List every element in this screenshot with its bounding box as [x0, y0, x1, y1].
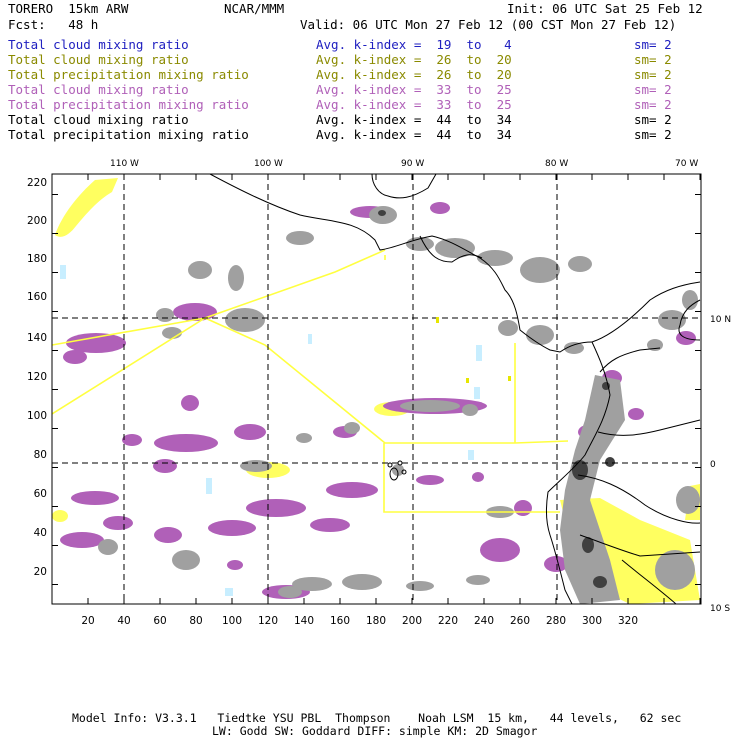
legend-row: Total cloud mixing ratio Avg. k-index = … [8, 112, 733, 127]
x-tick-label: 280 [546, 615, 566, 627]
legend-field: Total precipitation mixing ratio [8, 67, 249, 82]
y-tick-label: 60 [34, 488, 47, 500]
legend-field: Total precipitation mixing ratio [8, 97, 249, 112]
init-time: Init: 06 UTC Sat 25 Feb 12 [507, 1, 703, 16]
y-tick-label: 20 [34, 566, 47, 578]
legend-sm: sm= 2 [634, 112, 672, 127]
legend-index: Avg. k-index = 44 to 34 [316, 112, 512, 127]
model-info-line1: Model Info: V3.3.1 Tiedtke YSU PBL Thomp… [72, 711, 682, 725]
lon-label: 110 W [110, 159, 139, 169]
model-info-line2: LW: Godd SW: Goddard DIFF: simple KM: 2D… [212, 724, 538, 738]
y-tick-marks [52, 194, 701, 585]
y-tick-label: 80 [34, 449, 47, 461]
lon-label: 100 W [254, 159, 283, 169]
valid-time: Valid: 06 UTC Mon 27 Feb 12 (00 CST Mon … [300, 17, 677, 32]
x-tick-label: 220 [438, 615, 458, 627]
x-tick-label: 320 [618, 615, 638, 627]
y-tick-label: 120 [27, 371, 47, 383]
y-tick-labels: 220 200 180 160 140 120 100 80 60 40 20 [27, 177, 47, 578]
x-tick-label: 40 [117, 615, 130, 627]
x-tick-label: 100 [222, 615, 242, 627]
coastlines [209, 174, 701, 604]
x-tick-marks [51, 174, 701, 604]
graticule [52, 174, 701, 604]
legend-sm: sm= 2 [634, 97, 672, 112]
cloud-light-field [60, 265, 482, 596]
legend-row: Total precipitation mixing ratio Avg. k-… [8, 97, 733, 112]
lon-labels: 110 W 100 W 90 W 80 W 70 W [110, 159, 698, 169]
legend-sm: sm= 2 [634, 67, 672, 82]
legend-sm: sm= 2 [634, 127, 672, 142]
legend-row: Total cloud mixing ratio Avg. k-index = … [8, 52, 733, 67]
y-tick-label: 220 [27, 177, 47, 189]
lat-label: 10 S [710, 604, 730, 614]
x-tick-label: 160 [330, 615, 350, 627]
legend-field: Total cloud mixing ratio [8, 112, 189, 127]
x-tick-label: 260 [510, 615, 530, 627]
y-tick-label: 160 [27, 291, 47, 303]
x-tick-label: 240 [474, 615, 494, 627]
yellow-markers [436, 317, 511, 383]
legend-index: Avg. k-index = 33 to 25 [316, 82, 512, 97]
forecast-hour: Fcst: 48 h [8, 17, 99, 32]
map-fields [52, 174, 701, 604]
legend-sm: sm= 2 [634, 37, 672, 52]
nest-boxes [52, 249, 569, 513]
lon-label: 90 W [401, 159, 424, 169]
legend-row: Total precipitation mixing ratio Avg. k-… [8, 127, 733, 142]
legend-field: Total cloud mixing ratio [8, 82, 189, 97]
precip-purple-field [60, 202, 696, 599]
cloud-dark-field [378, 210, 615, 588]
legend-field: Total cloud mixing ratio [8, 52, 189, 67]
x-tick-label: 300 [582, 615, 602, 627]
x-tick-label: 200 [402, 615, 422, 627]
x-tick-label: 60 [153, 615, 166, 627]
galapagos-islands [387, 460, 407, 481]
legend-index: Avg. k-index = 44 to 34 [316, 127, 512, 142]
legend-field: Total precipitation mixing ratio [8, 127, 249, 142]
x-tick-label: 80 [189, 615, 202, 627]
legend-row: Total cloud mixing ratio Avg. k-index = … [8, 37, 733, 52]
legend-row: Total precipitation mixing ratio Avg. k-… [8, 67, 733, 82]
lat-label: 10 N [710, 315, 731, 325]
legend-index: Avg. k-index = 33 to 25 [316, 97, 512, 112]
y-tick-label: 140 [27, 332, 47, 344]
lat-labels: 10 N 0 10 S [710, 315, 731, 614]
legend-index: Avg. k-index = 26 to 20 [316, 67, 512, 82]
lon-label: 80 W [545, 159, 568, 169]
legend-index: Avg. k-index = 26 to 20 [316, 52, 512, 67]
legend-row: Total cloud mixing ratio Avg. k-index = … [8, 82, 733, 97]
org-name: NCAR/MMM [224, 1, 285, 16]
y-tick-label: 180 [27, 253, 47, 265]
y-tick-label: 100 [27, 410, 47, 422]
model-name: TORERO 15km ARW [8, 1, 129, 16]
legend-field: Total cloud mixing ratio [8, 37, 189, 52]
x-tick-label: 20 [81, 615, 94, 627]
legend-sm: sm= 2 [634, 52, 672, 67]
lon-label: 70 W [675, 159, 698, 169]
lat-label: 0 [710, 460, 716, 470]
x-tick-label: 180 [366, 615, 386, 627]
x-tick-label: 140 [294, 615, 314, 627]
x-tick-label: 120 [258, 615, 278, 627]
legend-index: Avg. k-index = 19 to 4 [316, 37, 512, 52]
y-tick-label: 40 [34, 527, 47, 539]
legend-sm: sm= 2 [634, 82, 672, 97]
x-tick-labels: 20 40 60 80 100 120 140 160 180 200 220 … [81, 615, 638, 627]
y-tick-label: 200 [27, 215, 47, 227]
